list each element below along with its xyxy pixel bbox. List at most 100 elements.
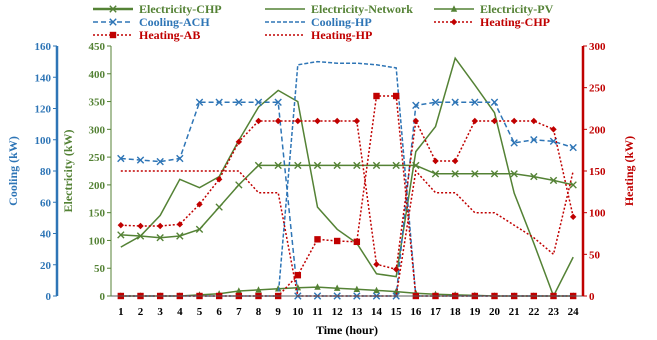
y-tick-label: 160 xyxy=(35,41,52,53)
data-point xyxy=(294,161,302,170)
data-point xyxy=(156,233,164,242)
y-axis-title: Heating (kW) xyxy=(622,136,636,206)
x-tick-label: 7 xyxy=(236,306,242,318)
data-point xyxy=(549,176,558,185)
data-point xyxy=(333,237,341,245)
x-tick-label: 18 xyxy=(450,306,462,318)
y-tick-label: 200 xyxy=(89,180,106,192)
legend-item: Electricity-CHP xyxy=(93,2,222,16)
series-layer xyxy=(117,56,577,300)
data-point xyxy=(412,101,420,110)
series-heating-ab xyxy=(117,92,577,300)
data-point xyxy=(235,181,243,189)
x-tick-label: 21 xyxy=(509,306,520,318)
y-tick-label: 350 xyxy=(89,97,106,109)
data-point xyxy=(353,238,361,246)
data-point xyxy=(491,117,498,125)
series-line xyxy=(120,286,574,297)
data-point xyxy=(215,203,223,211)
y-tick-label: 50 xyxy=(589,249,601,261)
x-tick-label: 24 xyxy=(568,306,580,318)
data-point xyxy=(314,283,321,290)
data-point xyxy=(195,98,204,106)
y-tick-label: 40 xyxy=(40,229,52,241)
series-electricity-chp xyxy=(117,161,577,242)
x-tick-label: 22 xyxy=(528,306,540,318)
legend-marker xyxy=(109,31,117,39)
legend: Electricity-CHP Electricity-Network Electr… xyxy=(93,2,554,42)
series-heating-chp xyxy=(117,117,577,273)
data-point xyxy=(195,225,204,234)
data-point xyxy=(176,232,184,240)
x-tick-label: 1 xyxy=(118,306,124,318)
series-cooling-ach xyxy=(117,98,577,300)
data-point xyxy=(274,117,282,125)
data-point xyxy=(490,98,499,106)
data-point xyxy=(333,117,341,125)
y-tick-label: 150 xyxy=(89,208,106,220)
data-point xyxy=(530,172,538,181)
x-tick-label: 4 xyxy=(177,306,183,318)
legend-label: Electricity-Network xyxy=(311,2,413,16)
series-line xyxy=(120,101,574,297)
series-cooling-hp xyxy=(120,60,574,297)
legend-label: Cooling-ACH xyxy=(139,15,210,29)
data-point xyxy=(117,154,125,163)
data-point xyxy=(274,98,282,106)
y-tick-label: 100 xyxy=(89,235,106,247)
data-point xyxy=(412,117,420,125)
data-point xyxy=(235,138,243,146)
data-point xyxy=(392,266,400,273)
x-tick-label: 13 xyxy=(351,306,363,318)
data-point xyxy=(255,286,262,293)
data-point xyxy=(137,222,144,230)
data-point xyxy=(294,117,302,125)
data-point xyxy=(510,139,518,147)
y-tick-label: 250 xyxy=(89,152,106,164)
y-tick-label: 400 xyxy=(89,69,106,81)
legend-item: Heating-AB xyxy=(93,28,200,42)
x-tick-label: 8 xyxy=(256,306,262,318)
y-tick-label: 50 xyxy=(94,263,106,275)
data-point xyxy=(117,231,125,239)
data-point xyxy=(431,98,440,106)
data-point xyxy=(333,284,341,291)
data-point xyxy=(569,213,577,221)
x-tick-label: 11 xyxy=(312,306,322,318)
cooling-axis: 0 20 40 60 80 100 120 140 160 Cooling (kW) xyxy=(6,41,59,303)
x-tick-label: 3 xyxy=(157,306,163,318)
data-point xyxy=(235,287,243,294)
legend-item: Electricity-PV xyxy=(434,2,554,16)
data-point xyxy=(196,201,203,208)
data-point xyxy=(471,98,479,106)
data-point xyxy=(254,161,263,170)
legend-item: Heating-HP xyxy=(265,28,372,42)
x-tick-label: 10 xyxy=(292,306,304,318)
data-point xyxy=(530,136,538,144)
data-point xyxy=(490,170,499,178)
data-point xyxy=(156,222,164,230)
y-tick-label: 0 xyxy=(589,291,595,303)
data-point xyxy=(353,117,361,125)
series-line xyxy=(120,118,574,271)
y-tick-label: 300 xyxy=(89,124,106,136)
x-tick-label: 20 xyxy=(489,306,501,318)
data-point xyxy=(314,117,321,125)
y-tick-label: 200 xyxy=(589,124,606,136)
data-point xyxy=(550,126,557,133)
data-point xyxy=(510,170,518,178)
legend-marker xyxy=(109,18,117,26)
data-point xyxy=(451,170,459,178)
data-point xyxy=(176,221,184,228)
y-tick-label: 100 xyxy=(35,135,52,147)
electricity-axis: 0 50 100 150 200 250 300 350 400 450 Electricity (… xyxy=(61,41,112,303)
data-point xyxy=(373,286,380,294)
data-point xyxy=(530,117,538,125)
data-point xyxy=(215,176,223,183)
data-point xyxy=(373,261,380,268)
data-point xyxy=(392,287,400,295)
axes-layer: 1 2 3 4 5 6 7 8 9 10 11 12 13 14 15 16 17 18 19 20 21 22 23 240… xyxy=(6,41,636,318)
data-point xyxy=(176,154,184,163)
x-tick-label: 5 xyxy=(197,306,203,318)
x-tick-label: 19 xyxy=(469,306,481,318)
